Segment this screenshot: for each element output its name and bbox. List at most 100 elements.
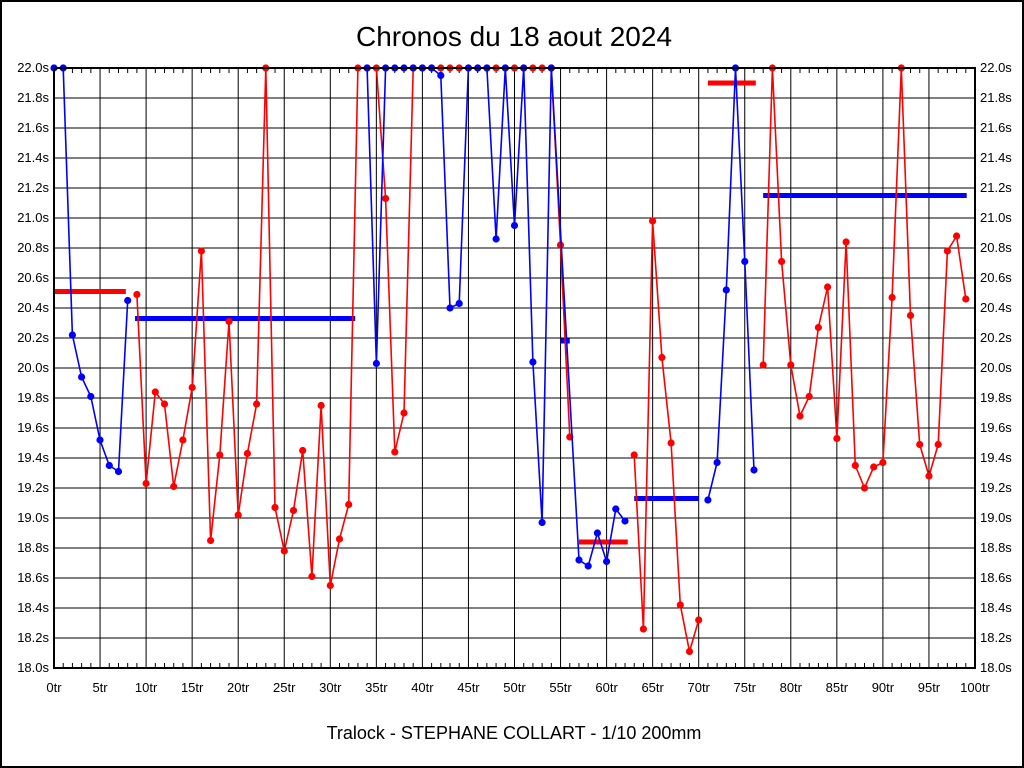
y-tick-label-left: 21.6s — [17, 120, 49, 135]
data-point-red — [151, 388, 159, 396]
y-tick-label-right: 18.4s — [980, 600, 1012, 615]
data-point-red — [299, 446, 307, 455]
data-point-red — [787, 361, 795, 369]
data-point-blue — [538, 518, 546, 527]
y-tick-label-left: 20.4s — [17, 300, 49, 315]
grid-layer — [53, 67, 976, 669]
data-point-red — [962, 295, 970, 303]
data-point-red — [860, 484, 869, 492]
y-tick-label-left: 20.0s — [17, 360, 49, 375]
x-tick-label: 30tr — [319, 680, 342, 695]
x-tick-label: 75tr — [734, 680, 757, 695]
y-tick-label-left: 19.2s — [17, 480, 49, 495]
data-point-red — [870, 463, 878, 471]
chart-footer: Tralock - STEPHANE COLLART - 1/10 200mm — [327, 723, 702, 743]
chart-title: Chronos du 18 aout 2024 — [356, 21, 672, 52]
y-tick-label-left: 22.0s — [17, 60, 49, 75]
x-tick-label: 10tr — [135, 680, 158, 695]
y-tick-label-left: 20.6s — [17, 270, 49, 285]
data-point-red — [253, 400, 261, 408]
x-tick-label: 65tr — [641, 680, 664, 695]
data-point-red — [382, 194, 390, 203]
axis-labels-layer: 22.0s 22.0s 21.8s 21.8s 21.6s 21.6s 21.4s 21.4s… — [17, 60, 1012, 695]
data-point-blue — [437, 71, 445, 80]
y-tick-label-right: 20.8s — [980, 240, 1012, 255]
y-tick-label-right: 21.8s — [980, 90, 1012, 105]
data-point-blue — [372, 359, 380, 368]
data-point-red — [805, 392, 813, 401]
x-tick-label: 95tr — [918, 680, 941, 695]
data-point-red — [778, 257, 786, 266]
y-tick-label-left: 18.0s — [17, 660, 49, 675]
data-point-red — [179, 436, 187, 444]
data-point-red — [630, 451, 638, 459]
data-point-red — [243, 449, 251, 458]
data-point-red — [326, 581, 334, 590]
series-line-red — [633, 220, 700, 652]
data-point-red — [649, 217, 657, 225]
data-point-red — [289, 506, 298, 515]
average-bars-layer — [54, 80, 967, 545]
y-tick-label-right: 19.0s — [980, 510, 1012, 525]
y-tick-label-right: 21.6s — [980, 120, 1012, 135]
data-point-red — [943, 247, 952, 255]
data-point-red — [934, 440, 942, 449]
y-tick-label-left: 21.4s — [17, 150, 49, 165]
x-tick-label: 40tr — [411, 680, 434, 695]
series-line-blue — [707, 67, 755, 501]
data-point-red — [317, 401, 325, 410]
data-point-red — [216, 451, 224, 459]
data-point-blue — [529, 358, 537, 366]
y-tick-label-left: 18.2s — [17, 630, 49, 645]
y-tick-label-left: 18.4s — [17, 600, 49, 615]
data-point-red — [851, 461, 859, 470]
y-tick-label-left: 21.8s — [17, 90, 49, 105]
data-point-red — [888, 293, 896, 302]
y-tick-label-left: 19.4s — [17, 450, 49, 465]
series-line-blue — [54, 67, 129, 473]
x-tick-label: 70tr — [687, 680, 710, 695]
data-point-red — [796, 412, 804, 420]
x-tick-label: 60tr — [595, 680, 618, 695]
data-point-red — [759, 361, 767, 369]
data-point-red — [345, 500, 353, 509]
data-point-blue — [492, 235, 500, 243]
data-point-blue — [87, 392, 95, 401]
y-tick-label-right: 18.6s — [980, 570, 1012, 585]
y-tick-label-left: 20.2s — [17, 330, 49, 345]
data-point-red — [685, 647, 694, 656]
data-point-red — [308, 572, 316, 581]
data-point-red — [400, 409, 408, 417]
x-tick-label: 90tr — [872, 680, 895, 695]
y-tick-label-right: 21.0s — [980, 210, 1012, 225]
y-tick-label-left: 19.6s — [17, 420, 49, 435]
x-tick-label: 20tr — [227, 680, 250, 695]
data-point-red — [639, 625, 648, 633]
data-point-red — [188, 383, 196, 392]
data-point-red — [658, 353, 666, 362]
y-tick-label-left: 18.6s — [17, 570, 49, 585]
data-point-blue — [78, 373, 86, 381]
x-tick-label: 85tr — [826, 680, 849, 695]
data-point-blue — [713, 458, 721, 467]
data-point-blue — [584, 562, 592, 570]
data-point-red — [916, 440, 924, 449]
data-point-blue — [114, 467, 123, 476]
data-point-red — [824, 283, 832, 291]
x-tick-label: 50tr — [503, 680, 526, 695]
data-point-red — [953, 232, 961, 240]
data-point-red — [335, 535, 344, 543]
data-point-blue — [704, 496, 712, 504]
data-point-red — [207, 536, 215, 545]
data-point-blue — [446, 304, 454, 312]
data-point-blue — [510, 221, 519, 230]
y-tick-label-right: 18.2s — [980, 630, 1012, 645]
y-tick-label-right: 19.2s — [980, 480, 1012, 495]
data-point-blue — [612, 505, 620, 513]
y-tick-label-right: 20.2s — [980, 330, 1012, 345]
data-point-red — [842, 238, 850, 246]
data-point-red — [676, 601, 684, 609]
data-point-red — [906, 311, 915, 320]
